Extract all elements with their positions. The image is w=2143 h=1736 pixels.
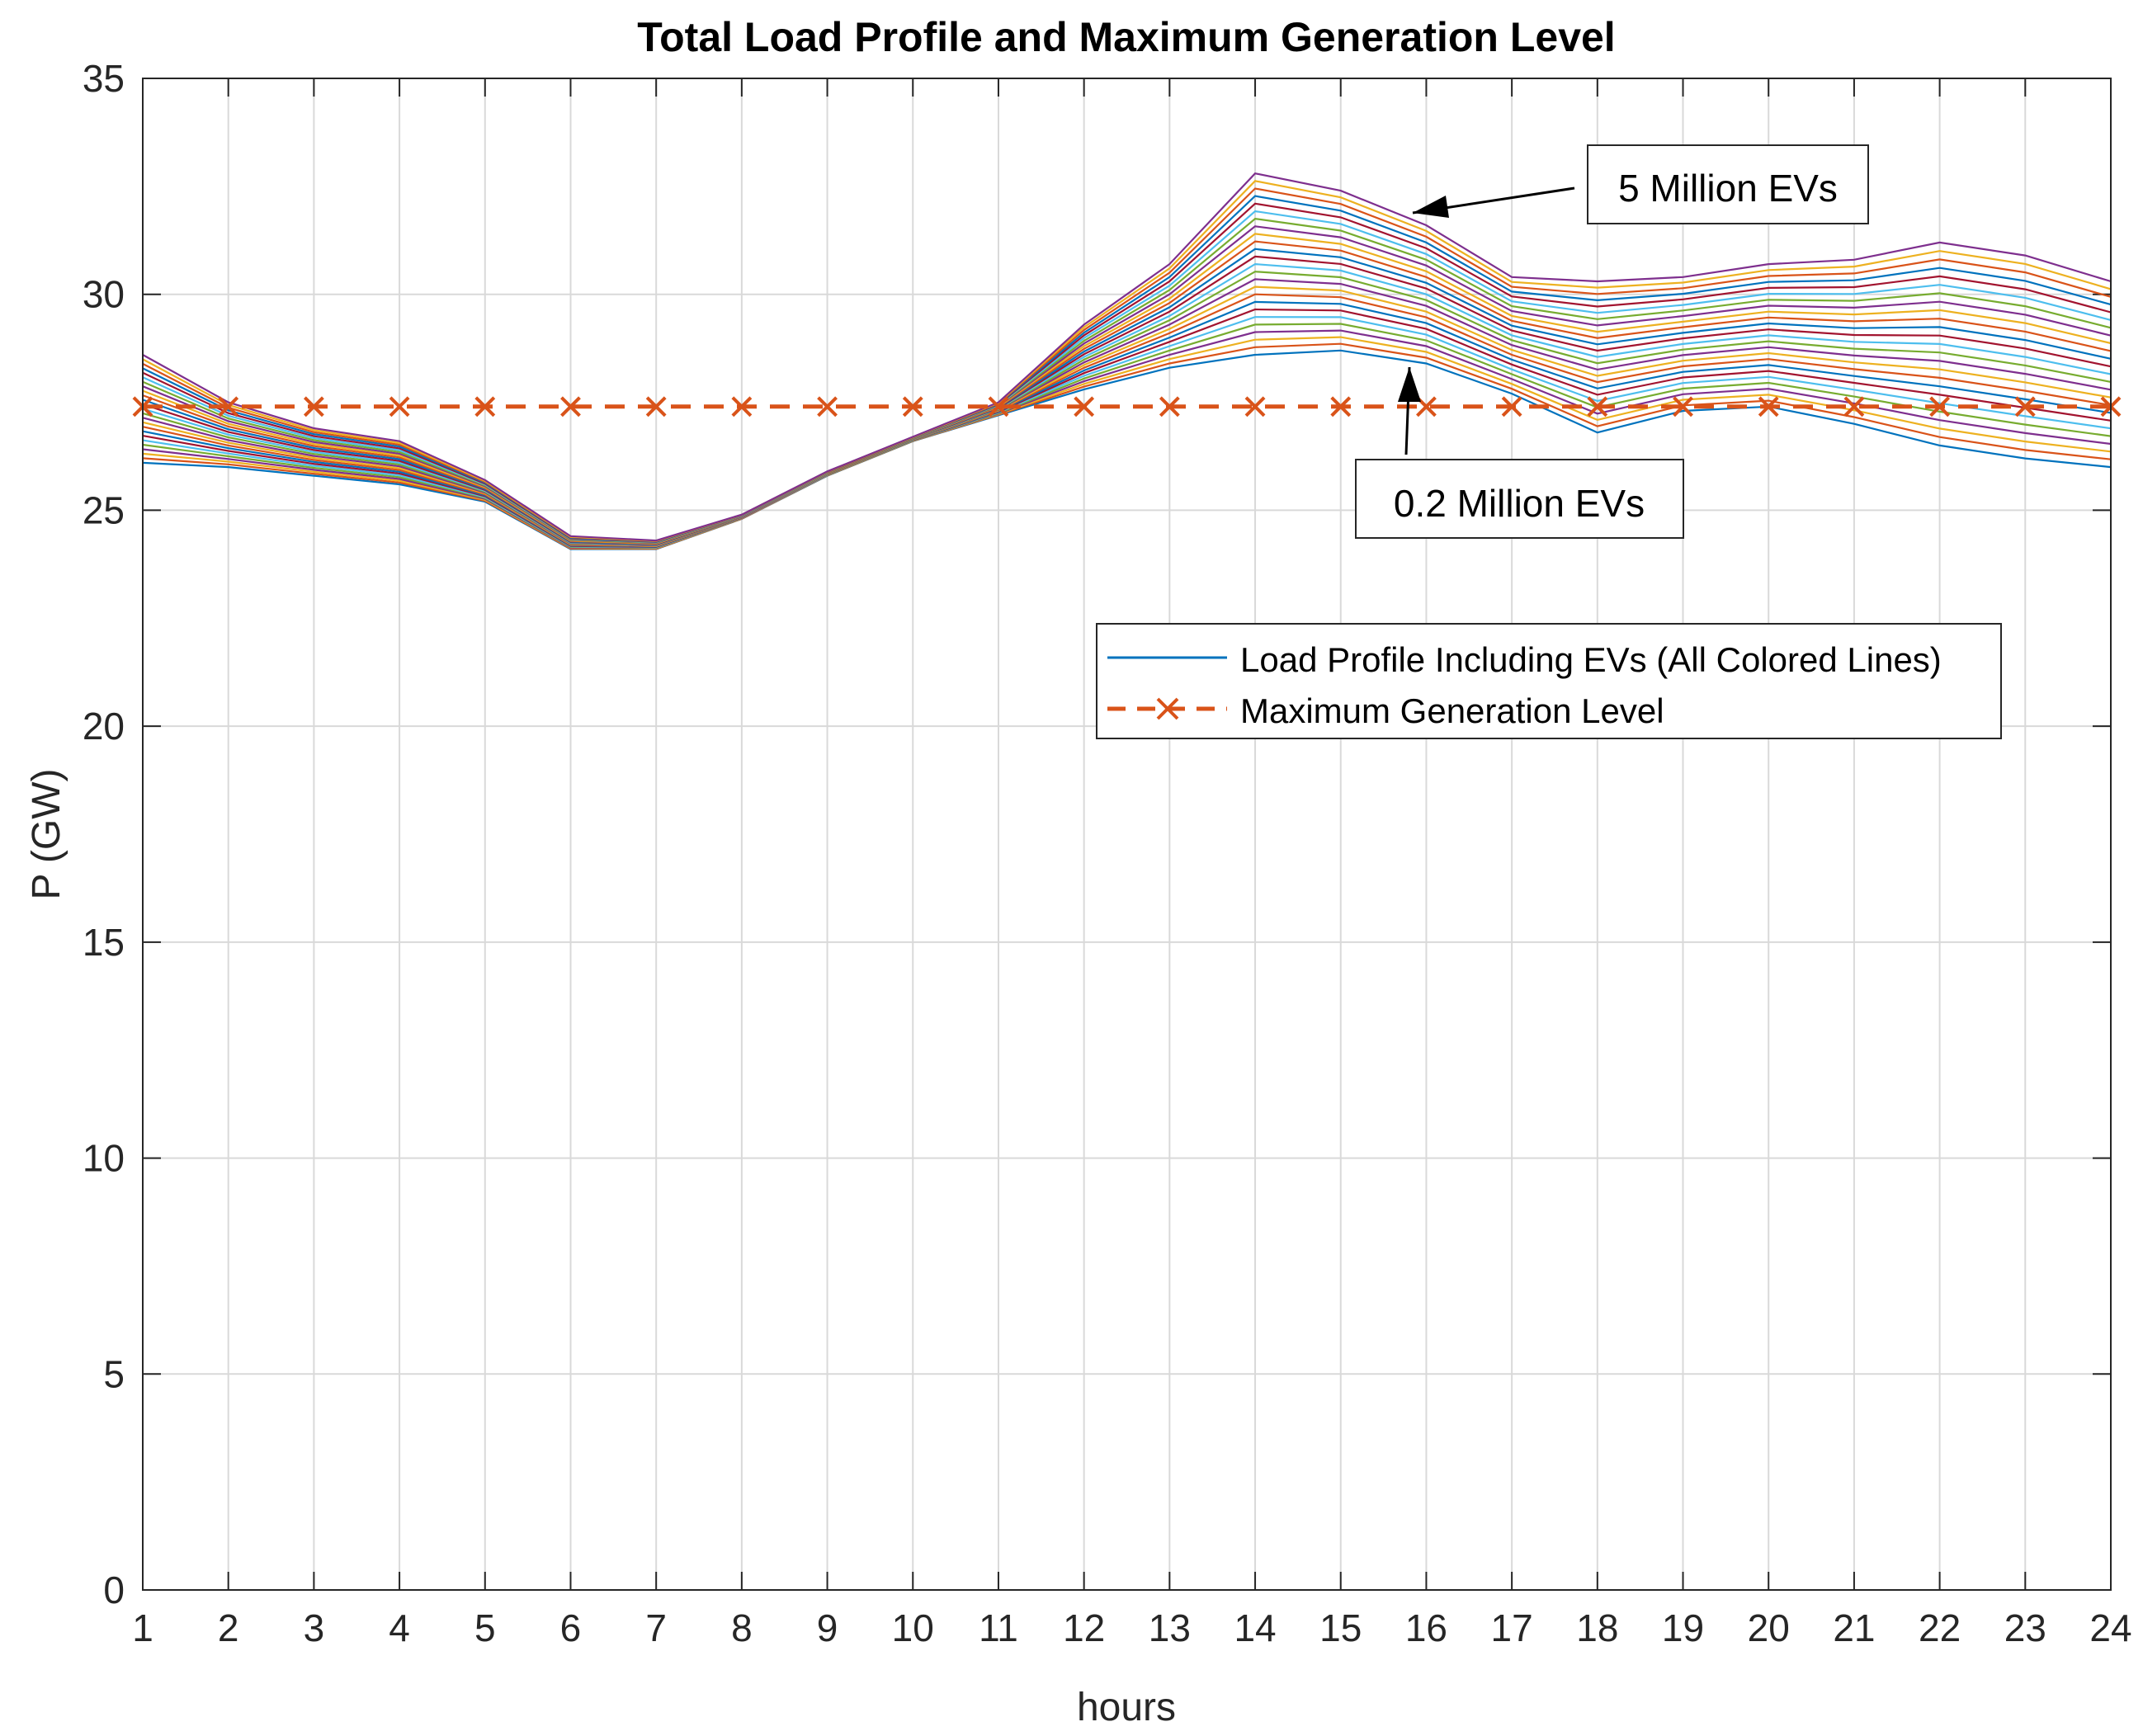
y-axis-label: P (GW) (25, 768, 68, 899)
x-tick-label: 21 (1833, 1606, 1875, 1649)
max-generation-marker (645, 396, 667, 417)
annotation-0-2-million-text: 0.2 Million EVs (1394, 482, 1645, 525)
x-tick-label: 24 (2089, 1606, 2131, 1649)
load-profile-line (142, 240, 2112, 545)
x-tick-label: 3 (304, 1606, 325, 1649)
max-generation-marker (474, 396, 496, 417)
load-profile-line (142, 187, 2112, 543)
x-tick-label: 15 (1319, 1606, 1362, 1649)
load-profile-line (142, 233, 2112, 545)
max-generation-marker (817, 396, 838, 417)
x-tick-label: 9 (817, 1606, 838, 1649)
load-profile-line (142, 293, 2112, 548)
x-tick-label: 8 (731, 1606, 753, 1649)
max-generation-marker (1074, 396, 1095, 417)
max-generation-marker (218, 396, 239, 417)
load-profile-line (142, 202, 2112, 543)
load-profile-line (142, 217, 2112, 544)
load-profile-line (142, 342, 2112, 550)
x-tick-label: 4 (389, 1606, 410, 1649)
load-profile-line (142, 308, 2112, 549)
max-generation-marker (902, 396, 923, 417)
y-tick-label: 10 (83, 1137, 125, 1180)
y-tick-label: 15 (83, 921, 125, 964)
load-profile-line (142, 271, 2112, 546)
max-generation-marker (1843, 396, 1865, 417)
load-profile-line (142, 210, 2112, 544)
x-tick-label: 14 (1234, 1606, 1276, 1649)
load-profile-line (142, 248, 2112, 545)
max-generation-marker (2014, 396, 2036, 417)
max-generation-marker (988, 396, 1009, 417)
annotation-5-million: 5 Million EVs (1412, 144, 1869, 224)
legend: Load Profile Including EVs (All Colored … (1096, 623, 2002, 739)
load-profile-line (142, 180, 2112, 542)
load-profile-line (142, 285, 2112, 547)
max-generation-marker (1929, 396, 1951, 417)
load-profile-line (142, 225, 2112, 545)
load-profile-line (142, 323, 2112, 549)
max-generation-marker (1501, 396, 1522, 417)
load-profile-line (142, 329, 2112, 550)
annotation-0-2-million: 0.2 Million EVs (1355, 366, 1684, 539)
load-profile-line (142, 195, 2112, 543)
load-profile-line (142, 349, 2112, 550)
y-tick-label: 25 (83, 488, 125, 531)
y-tick-label: 0 (103, 1569, 125, 1611)
y-tick-label: 5 (103, 1352, 125, 1395)
max-generation-marker (1244, 396, 1266, 417)
max-generation-marker (389, 396, 410, 417)
x-tick-label: 11 (979, 1606, 1018, 1649)
max-generation-marker (1330, 396, 1352, 417)
x-tick-label: 19 (1662, 1606, 1704, 1649)
x-tick-label: 23 (2004, 1606, 2046, 1649)
legend-label-generation: Maximum Generation Level (1240, 691, 1664, 730)
max-generation-marker (303, 396, 324, 417)
arrowhead-icon (1413, 196, 1449, 218)
x-tick-label: 6 (560, 1606, 582, 1649)
y-tick-label: 35 (83, 57, 125, 100)
x-axis-label: hours (1077, 1686, 1176, 1729)
load-profile-line (142, 300, 2112, 548)
max-generation-marker (1587, 396, 1608, 417)
legend-marker-x-icon (1156, 697, 1179, 720)
load-profile-line (142, 316, 2112, 549)
x-tick-label: 7 (645, 1606, 667, 1649)
load-profile-line (142, 172, 2112, 542)
max-generation-marker (1159, 396, 1180, 417)
x-tick-label: 17 (1491, 1606, 1533, 1649)
x-tick-label: 16 (1405, 1606, 1447, 1649)
max-generation-marker (1758, 396, 1779, 417)
max-generation-marker (1673, 396, 1693, 417)
max-generation-marker (560, 396, 581, 417)
load-profile-line (142, 255, 2112, 546)
x-tick-label: 12 (1063, 1606, 1105, 1649)
chart-title: Total Load Profile and Maximum Generatio… (637, 14, 1615, 60)
x-tick-label: 10 (892, 1606, 934, 1649)
load-profile-line (142, 336, 2112, 550)
load-profile-line (142, 278, 2112, 547)
arrowhead-icon (1398, 367, 1421, 402)
x-tick-label: 1 (132, 1606, 153, 1649)
legend-label-load: Load Profile Including EVs (All Colored … (1240, 640, 1942, 679)
x-tick-label: 13 (1149, 1606, 1191, 1649)
annotation-5-million-text: 5 Million EVs (1618, 167, 1838, 210)
x-tick-label: 2 (218, 1606, 239, 1649)
max-generation-marker (731, 396, 753, 417)
load-profile-line (142, 262, 2112, 546)
y-tick-label: 30 (83, 273, 125, 316)
x-tick-label: 18 (1576, 1606, 1618, 1649)
x-tick-label: 20 (1748, 1606, 1790, 1649)
x-tick-label: 5 (474, 1606, 496, 1649)
y-tick-label: 20 (83, 705, 125, 748)
x-tick-label: 22 (1919, 1606, 1961, 1649)
